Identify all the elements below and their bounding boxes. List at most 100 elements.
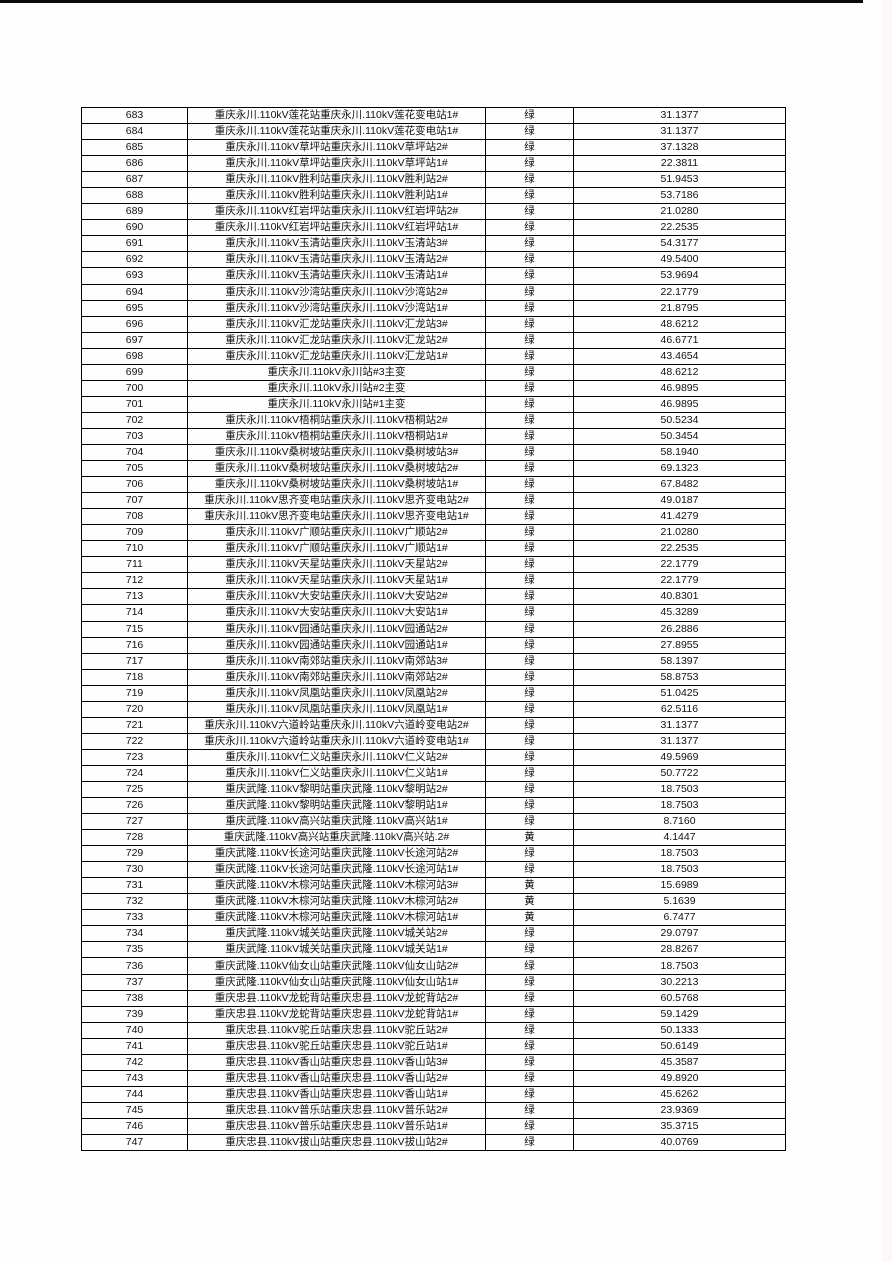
cell-station-name: 重庆武隆.110kV高兴站重庆武隆.110kV高兴站1# — [187, 813, 486, 831]
table-row: 723 重庆永川.110kV仁义站重庆永川.110kV仁义站2# 绿 49.5969 — [81, 748, 786, 766]
table-row: 699 重庆永川.110kV永川站#3主变绿 48.6212 — [81, 363, 786, 381]
cell-value: 5.1639 — [573, 893, 786, 911]
table-row: 742 重庆忠县.110kV香山站重庆忠县.110kV香山站3# 绿 45.3587 — [81, 1053, 786, 1071]
cell-row-id: 746 — [81, 1117, 188, 1136]
cell-value: 22.1779 — [573, 572, 786, 590]
cell-station-name: 重庆武隆.110kV木棕河站重庆武隆.110kV木棕河站1# — [187, 909, 486, 927]
cell-status: 绿 — [485, 1085, 574, 1103]
table-row: 700 重庆永川.110kV永川站#2主变绿 46.9895 — [81, 379, 786, 397]
cell-row-id: 699 — [81, 363, 188, 381]
table-row: 702 重庆永川.110kV梧桐站重庆永川.110kV梧桐站2# 绿 50.5234 — [81, 411, 786, 429]
cell-value: 31.1377 — [573, 732, 786, 750]
cell-station-name: 重庆永川.110kV梧桐站重庆永川.110kV梧桐站1# — [187, 427, 486, 445]
cell-value: 51.0425 — [573, 684, 786, 702]
cell-status: 绿 — [485, 363, 574, 381]
table-row: 731 重庆武隆.110kV木棕河站重庆武隆.110kV木棕河站3# 黄 15.698… — [81, 877, 786, 895]
cell-value: 62.5116 — [573, 700, 786, 718]
cell-row-id: 742 — [81, 1053, 188, 1071]
cell-station-name: 重庆武隆.110kV仙女山站重庆武隆.110kV仙女山站2# — [187, 957, 486, 975]
table-row: 746 重庆忠县.110kV普乐站重庆忠县.110kV普乐站1# 绿 35.3715 — [81, 1117, 786, 1136]
cell-value: 23.9369 — [573, 1101, 786, 1119]
cell-status: 黄 — [485, 893, 574, 911]
cell-station-name: 重庆永川.110kV广顺站重庆永川.110kV广顺站1# — [187, 540, 486, 558]
cell-value: 48.6212 — [573, 315, 786, 333]
table-row: 721 重庆永川.110kV六道岭站重庆永川.110kV六道岭变电站2# 绿 31.1… — [81, 716, 786, 734]
cell-value: 49.5400 — [573, 251, 786, 269]
cell-row-id: 686 — [81, 155, 188, 173]
table-row: 711 重庆永川.110kV天星站重庆永川.110kV天星站2# 绿 22.1779 — [81, 556, 786, 574]
cell-station-name: 重庆永川.110kV沙湾站重庆永川.110kV沙湾站1# — [187, 299, 486, 317]
cell-station-name: 重庆永川.110kV玉清站重庆永川.110kV玉清站2# — [187, 251, 486, 269]
cell-row-id: 722 — [81, 732, 188, 750]
cell-station-name: 重庆永川.110kV仁义站重庆永川.110kV仁义站2# — [187, 748, 486, 766]
cell-value: 48.6212 — [573, 363, 786, 381]
cell-station-name: 重庆永川.110kV六道岭站重庆永川.110kV六道岭变电站1# — [187, 732, 486, 750]
cell-status: 绿 — [485, 1021, 574, 1039]
table-row: 701 重庆永川.110kV永川站#1主变绿 46.9895 — [81, 395, 786, 413]
cell-status: 绿 — [485, 492, 574, 510]
cell-value: 54.3177 — [573, 235, 786, 253]
cell-status: 绿 — [485, 299, 574, 317]
cell-value: 59.1429 — [573, 1005, 786, 1023]
cell-station-name: 重庆永川.110kV汇龙站重庆永川.110kV汇龙站3# — [187, 315, 486, 333]
table-row: 709 重庆永川.110kV广顺站重庆永川.110kV广顺站2# 绿 21.0280 — [81, 524, 786, 542]
cell-station-name: 重庆武隆.110kV高兴站重庆武隆.110kV高兴站.2# — [187, 829, 486, 847]
cell-value: 58.8753 — [573, 668, 786, 686]
cell-status: 绿 — [485, 588, 574, 606]
table-row: 739 重庆忠县.110kV龙蛇背站重庆忠县.110kV龙蛇背站1# 绿 59.142… — [81, 1005, 786, 1023]
table-row: 733 重庆武隆.110kV木棕河站重庆武隆.110kV木棕河站1# 黄 6.7477 — [81, 909, 786, 927]
cell-status: 绿 — [485, 973, 574, 991]
table-row: 685 重庆永川.110kV草坪站重庆永川.110kV草坪站2# 绿 37.1328 — [81, 139, 786, 157]
table-row: 706 重庆永川.110kV桑树坡站重庆永川.110kV桑树坡站1# 绿 67.848… — [81, 476, 786, 494]
cell-station-name: 重庆武隆.110kV仙女山站重庆武隆.110kV仙女山站1# — [187, 973, 486, 991]
table-row: 686 重庆永川.110kV草坪站重庆永川.110kV草坪站1# 绿 22.3811 — [81, 155, 786, 173]
cell-status: 绿 — [485, 395, 574, 413]
cell-station-name: 重庆武隆.110kV长途河站重庆武隆.110kV长途河站1# — [187, 861, 486, 879]
cell-station-name: 重庆永川.110kV胜利站重庆永川.110kV胜利站1# — [187, 187, 486, 205]
cell-status: 绿 — [485, 845, 574, 863]
cell-station-name: 重庆武隆.110kV城关站重庆武隆.110kV城关站2# — [187, 925, 486, 943]
cell-value: 18.7503 — [573, 780, 786, 799]
cell-row-id: 724 — [81, 764, 188, 782]
cell-status: 绿 — [485, 524, 574, 542]
cell-status: 绿 — [485, 171, 574, 189]
table-row: 698 重庆永川.110kV汇龙站重庆永川.110kV汇龙站1# 绿 43.4654 — [81, 347, 786, 365]
cell-row-id: 744 — [81, 1085, 188, 1103]
table-row: 694 重庆永川.110kV沙湾站重庆永川.110kV沙湾站2# 绿 22.1779 — [81, 283, 786, 301]
table-row: 716 重庆永川.110kV园通站重庆永川.110kV园通站1# 绿 27.8955 — [81, 636, 786, 654]
cell-row-id: 712 — [81, 572, 188, 590]
cell-value: 53.7186 — [573, 187, 786, 205]
cell-station-name: 重庆永川.110kV永川站#1主变 — [187, 395, 486, 413]
cell-station-name: 重庆忠县.110kV龙蛇背站重庆忠县.110kV龙蛇背站1# — [187, 1005, 486, 1023]
cell-row-id: 701 — [81, 395, 188, 413]
table-row: 726 重庆武隆.110kV黎明站重庆武隆.110kV黎明站1# 绿 18.7503 — [81, 797, 786, 815]
cell-status: 绿 — [485, 1005, 574, 1023]
cell-value: 46.9895 — [573, 395, 786, 413]
cell-status: 绿 — [485, 411, 574, 429]
cell-status: 绿 — [485, 331, 574, 349]
table-row: 734 重庆武隆.110kV城关站重庆武隆.110kV城关站2# 绿 29.0797 — [81, 925, 786, 943]
table-row: 745 重庆忠县.110kV普乐站重庆忠县.110kV普乐站2# 绿 23.9369 — [81, 1101, 786, 1119]
cell-status: 绿 — [485, 1037, 574, 1055]
cell-station-name: 重庆忠县.110kV龙蛇背站重庆忠县.110kV龙蛇背站2# — [187, 989, 486, 1007]
cell-status: 绿 — [485, 764, 574, 782]
cell-value: 31.1377 — [573, 123, 786, 141]
cell-row-id: 711 — [81, 556, 188, 574]
cell-status: 绿 — [485, 636, 574, 654]
cell-station-name: 重庆忠县.110kV驼丘站重庆忠县.110kV驼丘站2# — [187, 1021, 486, 1039]
cell-row-id: 729 — [81, 845, 188, 863]
cell-row-id: 705 — [81, 460, 188, 478]
cell-value: 45.3289 — [573, 604, 786, 622]
cell-station-name: 重庆永川.110kV大安站重庆永川.110kV大安站1# — [187, 604, 486, 622]
cell-value: 50.7722 — [573, 764, 786, 782]
cell-status: 绿 — [485, 203, 574, 221]
cell-status: 绿 — [485, 780, 574, 799]
cell-station-name: 重庆永川.110kV天星站重庆永川.110kV天星站2# — [187, 556, 486, 574]
cell-value: 35.3715 — [573, 1117, 786, 1136]
cell-row-id: 721 — [81, 716, 188, 734]
cell-value: 18.7503 — [573, 845, 786, 863]
cell-value: 18.7503 — [573, 861, 786, 879]
cell-status: 绿 — [485, 556, 574, 574]
cell-value: 22.2535 — [573, 540, 786, 558]
cell-station-name: 重庆忠县.110kV普乐站重庆忠县.110kV普乐站2# — [187, 1101, 486, 1119]
